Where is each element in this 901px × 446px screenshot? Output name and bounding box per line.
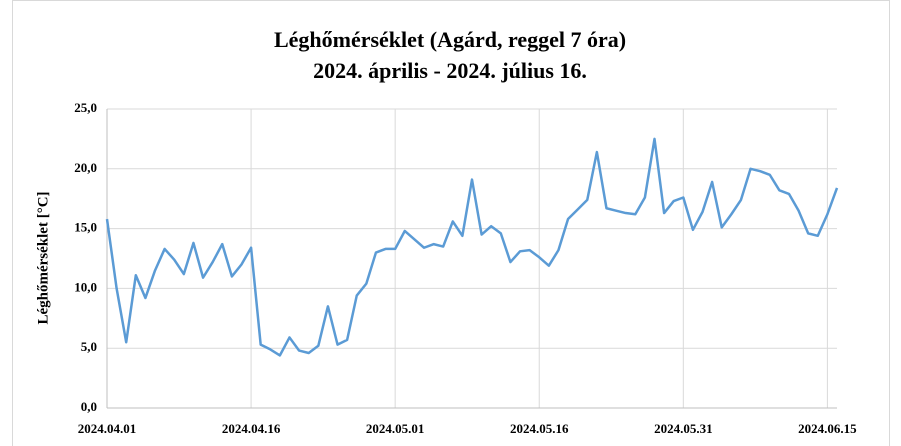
- y-tick-label: 5,0: [81, 339, 97, 354]
- x-tick-label: 2024.05.31: [654, 421, 713, 436]
- x-tick-label: 2024.04.16: [222, 421, 281, 436]
- y-tick-label: 10,0: [74, 279, 97, 294]
- x-tick-label: 2024.05.01: [366, 421, 425, 436]
- data-line: [105, 137, 839, 357]
- x-tick-label: 2024.06.15: [798, 421, 857, 436]
- chart-subtitle: 2024. április - 2024. július 16.: [313, 58, 587, 83]
- y-tick-label: 0,0: [81, 399, 97, 414]
- x-tick-label: 2024.05.16: [510, 421, 569, 436]
- x-tick-label: 2024.04.01: [78, 421, 137, 436]
- y-tick-label: 25,0: [74, 100, 97, 115]
- chart-title: Léghőmérséklet (Agárd, reggel 7 óra): [274, 27, 626, 52]
- y-tick-label: 20,0: [74, 160, 97, 175]
- y-tick-label: 15,0: [74, 220, 97, 235]
- y-axis-title: Léghőmérséklet [°C]: [35, 191, 51, 324]
